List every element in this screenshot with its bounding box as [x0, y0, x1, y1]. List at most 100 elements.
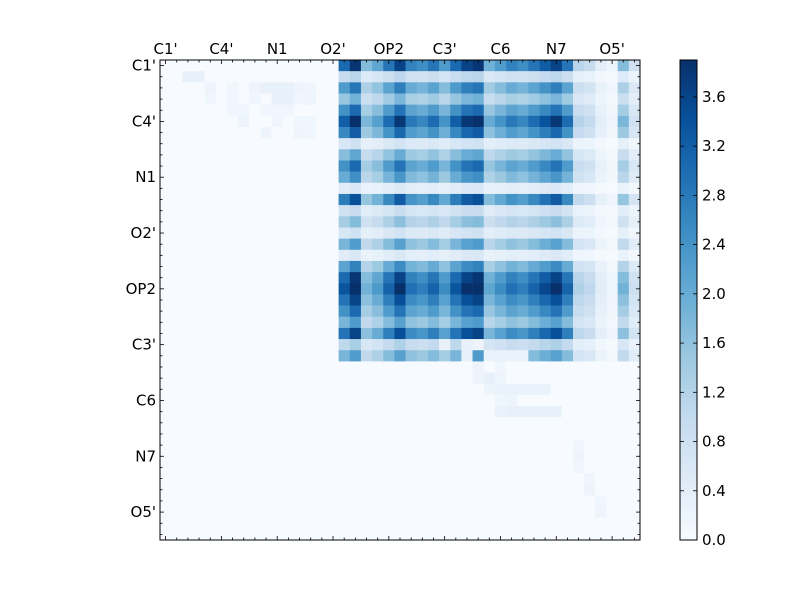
heatmap-cell: [595, 227, 607, 239]
heatmap-cell: [427, 193, 440, 206]
heatmap-cell: [193, 428, 205, 440]
heatmap-cell: [182, 205, 194, 217]
heatmap-cell: [494, 506, 507, 518]
heatmap-cell: [539, 283, 551, 295]
heatmap-cell: [193, 372, 205, 385]
heatmap-cell: [260, 182, 272, 195]
heatmap-cell: [427, 350, 440, 362]
heatmap-cell: [450, 450, 462, 463]
heatmap-cell: [450, 484, 462, 496]
heatmap-cell: [349, 528, 362, 541]
heatmap-cell: [472, 484, 485, 496]
heatmap-cell: [584, 272, 596, 284]
heatmap-cell: [494, 428, 507, 440]
heatmap-cell: [193, 272, 205, 284]
heatmap-cell: [360, 104, 373, 117]
heatmap-cell: [260, 149, 272, 161]
heatmap-cell: [182, 417, 194, 429]
heatmap-cell: [461, 126, 473, 139]
heatmap-cell: [506, 104, 518, 117]
heatmap-cell: [171, 93, 183, 105]
heatmap-cell: [160, 182, 172, 195]
heatmap-cell: [316, 528, 328, 541]
heatmap-cell: [305, 249, 317, 262]
heatmap-cell: [517, 450, 529, 463]
heatmap-cell: [539, 205, 551, 217]
heatmap-cell: [193, 115, 205, 128]
x-tick-labels: C1' C4' N1 O2' OP2 C3' C6 N7 O5': [154, 40, 625, 58]
heatmap-cell: [215, 216, 228, 228]
heatmap-cell: [293, 272, 306, 284]
heatmap-cell: [305, 115, 317, 128]
heatmap-cell: [483, 138, 496, 150]
heatmap-cell: [249, 149, 261, 161]
heatmap-cell: [305, 506, 317, 518]
heatmap-cell: [282, 238, 295, 251]
heatmap-cell: [316, 205, 328, 217]
heatmap-cell: [439, 260, 451, 273]
heatmap-cell: [260, 327, 272, 340]
heatmap-cell: [160, 327, 172, 340]
heatmap-cell: [494, 193, 507, 206]
heatmap-cell: [260, 71, 272, 83]
heatmap-cell: [360, 182, 373, 195]
heatmap-cell: [160, 115, 172, 128]
heatmap-cell: [327, 115, 339, 128]
heatmap-cell: [394, 205, 406, 217]
heatmap-cell: [394, 149, 406, 161]
heatmap-cell: [494, 495, 507, 507]
heatmap-cell: [349, 350, 362, 362]
heatmap-cell: [305, 82, 317, 94]
heatmap-cell: [260, 272, 272, 284]
heatmap-cell: [204, 138, 217, 150]
heatmap-cell: [193, 394, 205, 407]
heatmap-cell: [215, 372, 228, 385]
x-tick-label: C3': [433, 40, 457, 58]
heatmap-cell: [628, 82, 641, 94]
heatmap-cell: [305, 406, 317, 418]
heatmap-cell: [316, 294, 328, 306]
heatmap-cell: [360, 428, 373, 440]
heatmap-cell: [416, 439, 429, 451]
heatmap-cell: [405, 205, 418, 217]
heatmap-cell: [472, 339, 485, 351]
heatmap-cell: [405, 71, 418, 83]
heatmap-cell: [539, 350, 551, 362]
heatmap-cell: [584, 294, 596, 306]
heatmap-cell: [171, 506, 183, 518]
heatmap-cell: [394, 473, 406, 485]
heatmap-cell: [427, 104, 440, 117]
heatmap-cell: [226, 272, 239, 284]
heatmap-cell: [439, 272, 451, 284]
heatmap-cell: [584, 182, 596, 195]
heatmap-cell: [483, 193, 496, 206]
heatmap-cell: [193, 361, 205, 373]
heatmap-cell: [606, 461, 618, 474]
heatmap-cell: [204, 93, 217, 105]
heatmap-cell: [584, 528, 596, 541]
heatmap-cell: [550, 316, 563, 329]
heatmap-cell: [260, 473, 272, 485]
heatmap-cell: [539, 193, 551, 206]
heatmap-cell: [628, 205, 641, 217]
heatmap-cell: [595, 260, 607, 273]
y-tick-label: N1: [135, 168, 156, 186]
heatmap-cell: [193, 193, 205, 206]
heatmap-cell: [506, 417, 518, 429]
heatmap-cell: [338, 372, 351, 385]
heatmap-cell: [517, 305, 529, 318]
heatmap-cell: [160, 283, 172, 295]
heatmap-cell: [528, 506, 540, 518]
heatmap-cell: [338, 149, 351, 161]
heatmap-cell: [193, 350, 205, 362]
heatmap-cell: [171, 361, 183, 373]
heatmap-cell: [561, 383, 574, 396]
heatmap-cell: [517, 149, 529, 161]
heatmap-cell: [528, 249, 540, 262]
heatmap-cell: [450, 126, 462, 139]
heatmap-cell: [517, 216, 529, 228]
heatmap-cell: [439, 394, 451, 407]
heatmap-cell: [171, 238, 183, 251]
heatmap-cell: [517, 383, 529, 396]
heatmap-cell: [193, 260, 205, 273]
